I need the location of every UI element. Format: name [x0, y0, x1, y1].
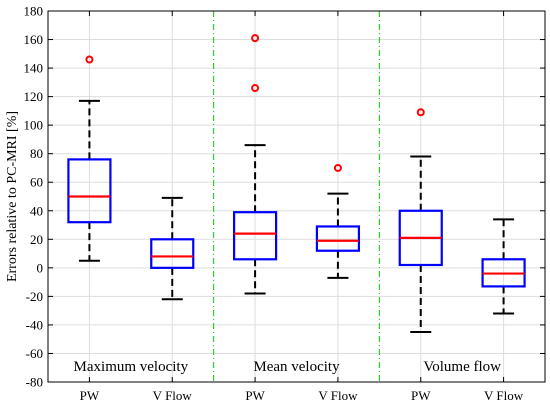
- group-label: Maximum velocity: [74, 359, 189, 375]
- y-tick-label: 140: [24, 61, 44, 76]
- outlier-point: [333, 163, 342, 172]
- outlier-point: [251, 84, 260, 93]
- box-2: [232, 34, 278, 295]
- y-tick-label: 120: [24, 89, 44, 104]
- y-tick-label: 40: [30, 203, 43, 218]
- x-tick-label: PW: [80, 388, 100, 403]
- iqr-box: [315, 225, 361, 252]
- outlier-point: [251, 34, 260, 43]
- y-tick-label: -40: [26, 317, 43, 332]
- box-1: [150, 196, 195, 301]
- y-tick-label: 80: [30, 146, 43, 161]
- outlier-point: [416, 108, 425, 117]
- y-tick-label: 160: [24, 32, 44, 47]
- y-tick-label: 180: [24, 4, 44, 19]
- iqr-box: [67, 158, 112, 224]
- y-tick-label: -80: [26, 375, 43, 390]
- iqr-box: [150, 238, 195, 269]
- x-tick-label: PW: [411, 388, 431, 403]
- outlier-point: [85, 55, 94, 64]
- group-label: Volume flow: [423, 359, 501, 375]
- box-0: [67, 55, 112, 262]
- y-axis-label: Errors relative to PC-MRI [%]: [5, 111, 20, 282]
- y-tick-label: 0: [37, 260, 44, 275]
- y-tick-label: -60: [26, 346, 43, 361]
- group-label: Mean velocity: [253, 359, 340, 375]
- grid: [48, 10, 545, 383]
- boxes: [67, 34, 526, 334]
- box-5: [481, 218, 526, 315]
- group-separators: [213, 11, 380, 382]
- x-tick-label: V Flow: [318, 388, 358, 403]
- y-tick-label: 20: [30, 232, 43, 247]
- y-tick-label: -20: [26, 289, 43, 304]
- axes: -80 -60 -40 -20 0 20 40 60 80 100 120 140 160 180 PW V …: [24, 4, 546, 403]
- x-tick-label: V Flow: [153, 388, 193, 403]
- y-tick-label: 100: [24, 118, 44, 133]
- x-tick-label: V Flow: [484, 388, 524, 403]
- plot-frame: [47, 10, 546, 383]
- y-tick-label: 60: [30, 175, 43, 190]
- box-3: [315, 163, 361, 279]
- iqr-box: [232, 211, 278, 261]
- x-tick-label: PW: [245, 388, 265, 403]
- box-4: [398, 108, 443, 334]
